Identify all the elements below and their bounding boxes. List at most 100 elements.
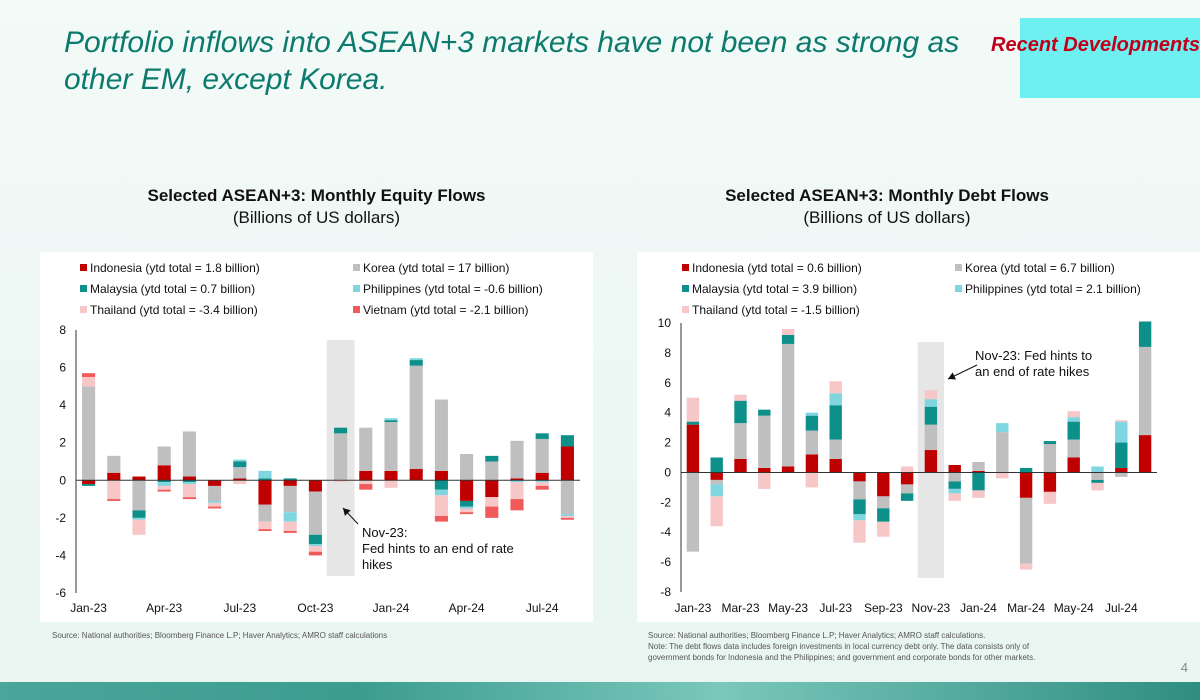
bar-segment <box>535 438 549 473</box>
x-tick-label: Jul-23 <box>223 601 256 615</box>
right-chart-title: Selected ASEAN+3: Monthly Debt Flows <box>725 186 1049 205</box>
bar-segment <box>233 467 247 479</box>
x-tick-label: Jan-24 <box>960 601 997 615</box>
bar-segment <box>1091 472 1104 480</box>
bar-segment <box>948 481 961 489</box>
bar-segment <box>972 490 985 498</box>
bar-segment <box>233 459 247 462</box>
y-tick-label: 10 <box>658 316 672 330</box>
y-tick-label: 0 <box>59 473 66 487</box>
bar-segment <box>1067 417 1080 422</box>
bar-segment <box>1115 467 1128 473</box>
bar-segment <box>710 472 723 480</box>
x-tick-label: Jan-23 <box>70 601 107 615</box>
bar-segment <box>686 472 700 552</box>
equity-flows-chart: Indonesia (ytd total = 1.8 billion) Korea… <box>55 261 580 615</box>
bar-segment <box>972 470 985 473</box>
bar-segment <box>1067 411 1080 418</box>
bar-segment <box>208 500 222 503</box>
bar-segment <box>82 480 96 485</box>
annotation-text: Nov-23: Fed hints to <box>975 348 1092 363</box>
bar-segment <box>1043 441 1057 445</box>
bar-segment <box>107 480 121 500</box>
legend-swatch <box>955 285 962 292</box>
bar-segment <box>734 400 747 424</box>
bar-segment <box>560 517 574 520</box>
bar-segment <box>208 502 222 507</box>
bar-segment <box>877 508 890 522</box>
bar-segment <box>805 454 819 473</box>
bar-segment <box>460 500 474 507</box>
x-tick-label: Jul-24 <box>526 601 559 615</box>
bar-segment <box>710 457 723 473</box>
y-tick-label: -4 <box>660 525 671 539</box>
bar-segment <box>409 365 423 470</box>
bar-segment <box>384 418 398 421</box>
bar-segment <box>258 480 272 505</box>
bar-segment <box>948 488 961 494</box>
bar-segment <box>308 546 322 552</box>
x-tick-label: Jan-24 <box>373 601 410 615</box>
bar-segment <box>132 476 146 481</box>
annotation-text: Fed hints to an end of rate <box>362 541 514 556</box>
bar-segment <box>182 431 196 477</box>
bar-segment <box>1138 346 1152 436</box>
bar-segment <box>308 534 322 545</box>
legend-swatch <box>353 264 360 271</box>
bar-segment <box>485 506 499 518</box>
bar-segment <box>434 470 448 481</box>
bar-segment <box>460 453 474 481</box>
bar-segment <box>157 446 171 466</box>
bar-segment <box>829 439 842 459</box>
bar-segment <box>384 470 398 481</box>
x-tick-label: Nov-23 <box>912 601 951 615</box>
bar-segment <box>82 373 96 377</box>
bar-segment <box>1067 439 1080 458</box>
bar-segment <box>686 424 700 473</box>
bar-segment <box>258 504 272 522</box>
x-tick-label: Oct-23 <box>297 601 333 615</box>
x-tick-label: Jan-23 <box>675 601 712 615</box>
bar-segment <box>283 485 297 513</box>
right-chart-subtitle: (Billions of US dollars) <box>803 208 971 227</box>
bar-segment <box>157 485 171 490</box>
slide-title: Portfolio inflows into ASEAN+3 markets h… <box>64 26 960 96</box>
legend-label: Indonesia (ytd total = 0.6 billion) <box>692 261 862 275</box>
bar-segment <box>996 472 1009 479</box>
bar-segment <box>781 334 795 344</box>
bar-segment <box>132 517 146 520</box>
x-tick-label: Jul-24 <box>1105 601 1138 615</box>
x-tick-label: May-24 <box>1054 601 1094 615</box>
bar-segment <box>132 519 146 535</box>
legend-swatch <box>682 264 689 271</box>
bar-segment <box>900 466 914 473</box>
x-tick-label: Jul-23 <box>819 601 852 615</box>
bar-segment <box>710 484 723 497</box>
bar-segment <box>877 472 890 497</box>
debt-flows-chart: Indonesia (ytd total = 0.6 billion) Korea… <box>658 261 1157 615</box>
bar-segment <box>853 481 866 500</box>
bar-segment <box>485 461 499 481</box>
bar-segment <box>900 472 914 485</box>
bar-segment <box>877 521 890 537</box>
debt-chart-panel: Indonesia (ytd total = 0.6 billion) Korea… <box>637 252 1200 622</box>
right-source-line: Source: National authorities; Bloomberg … <box>648 631 986 640</box>
legend-label: Thailand (ytd total = -3.4 billion) <box>90 303 258 317</box>
bar-segment <box>258 478 272 481</box>
bar-segment <box>283 531 297 533</box>
bar-segment <box>359 480 373 485</box>
bar-segment <box>734 423 747 459</box>
bar-segment <box>535 480 549 483</box>
bar-segment <box>182 476 196 481</box>
bar-segment <box>283 512 297 522</box>
legend-label: Korea (ytd total = 6.7 billion) <box>965 261 1115 275</box>
bar-segment <box>359 427 373 471</box>
x-tick-label: Mar-24 <box>1007 601 1045 615</box>
bar-segment <box>948 464 961 473</box>
bar-segment <box>308 491 322 535</box>
bar-segment <box>510 440 524 479</box>
bar-segment <box>900 484 914 494</box>
bar-segment <box>805 412 819 416</box>
bar-segment <box>510 478 524 481</box>
legend-swatch <box>682 306 689 313</box>
